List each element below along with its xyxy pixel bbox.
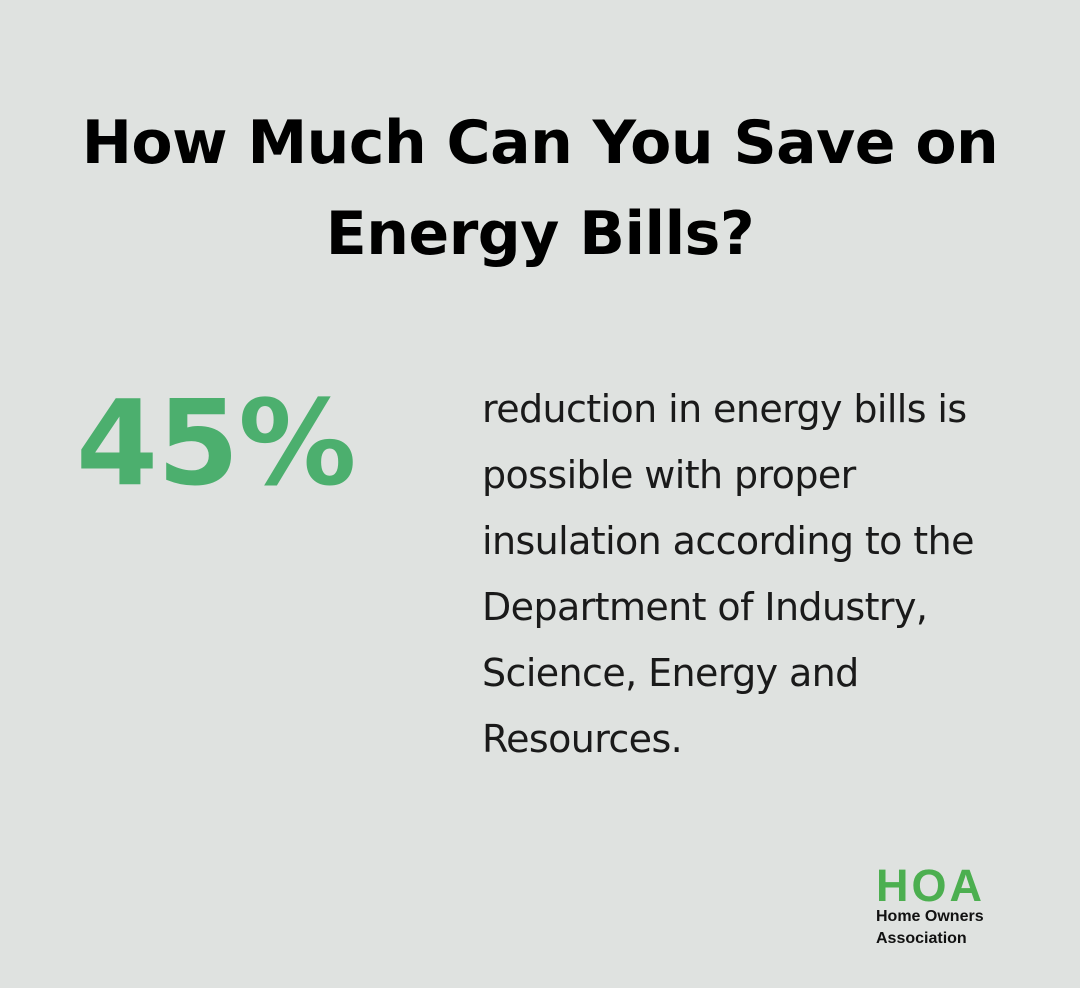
page-title: How Much Can You Save on Energy Bills? <box>81 108 999 269</box>
brand-logo: HOA Home Owners Association <box>876 860 1056 966</box>
stat-value: 45% <box>76 374 356 512</box>
logo-line-1: Home Owners <box>876 908 984 925</box>
stat-description: reduction in energy bills is possible wi… <box>482 387 974 761</box>
logo-mark: HOA <box>876 860 985 911</box>
logo-line-2: Association <box>876 930 967 947</box>
